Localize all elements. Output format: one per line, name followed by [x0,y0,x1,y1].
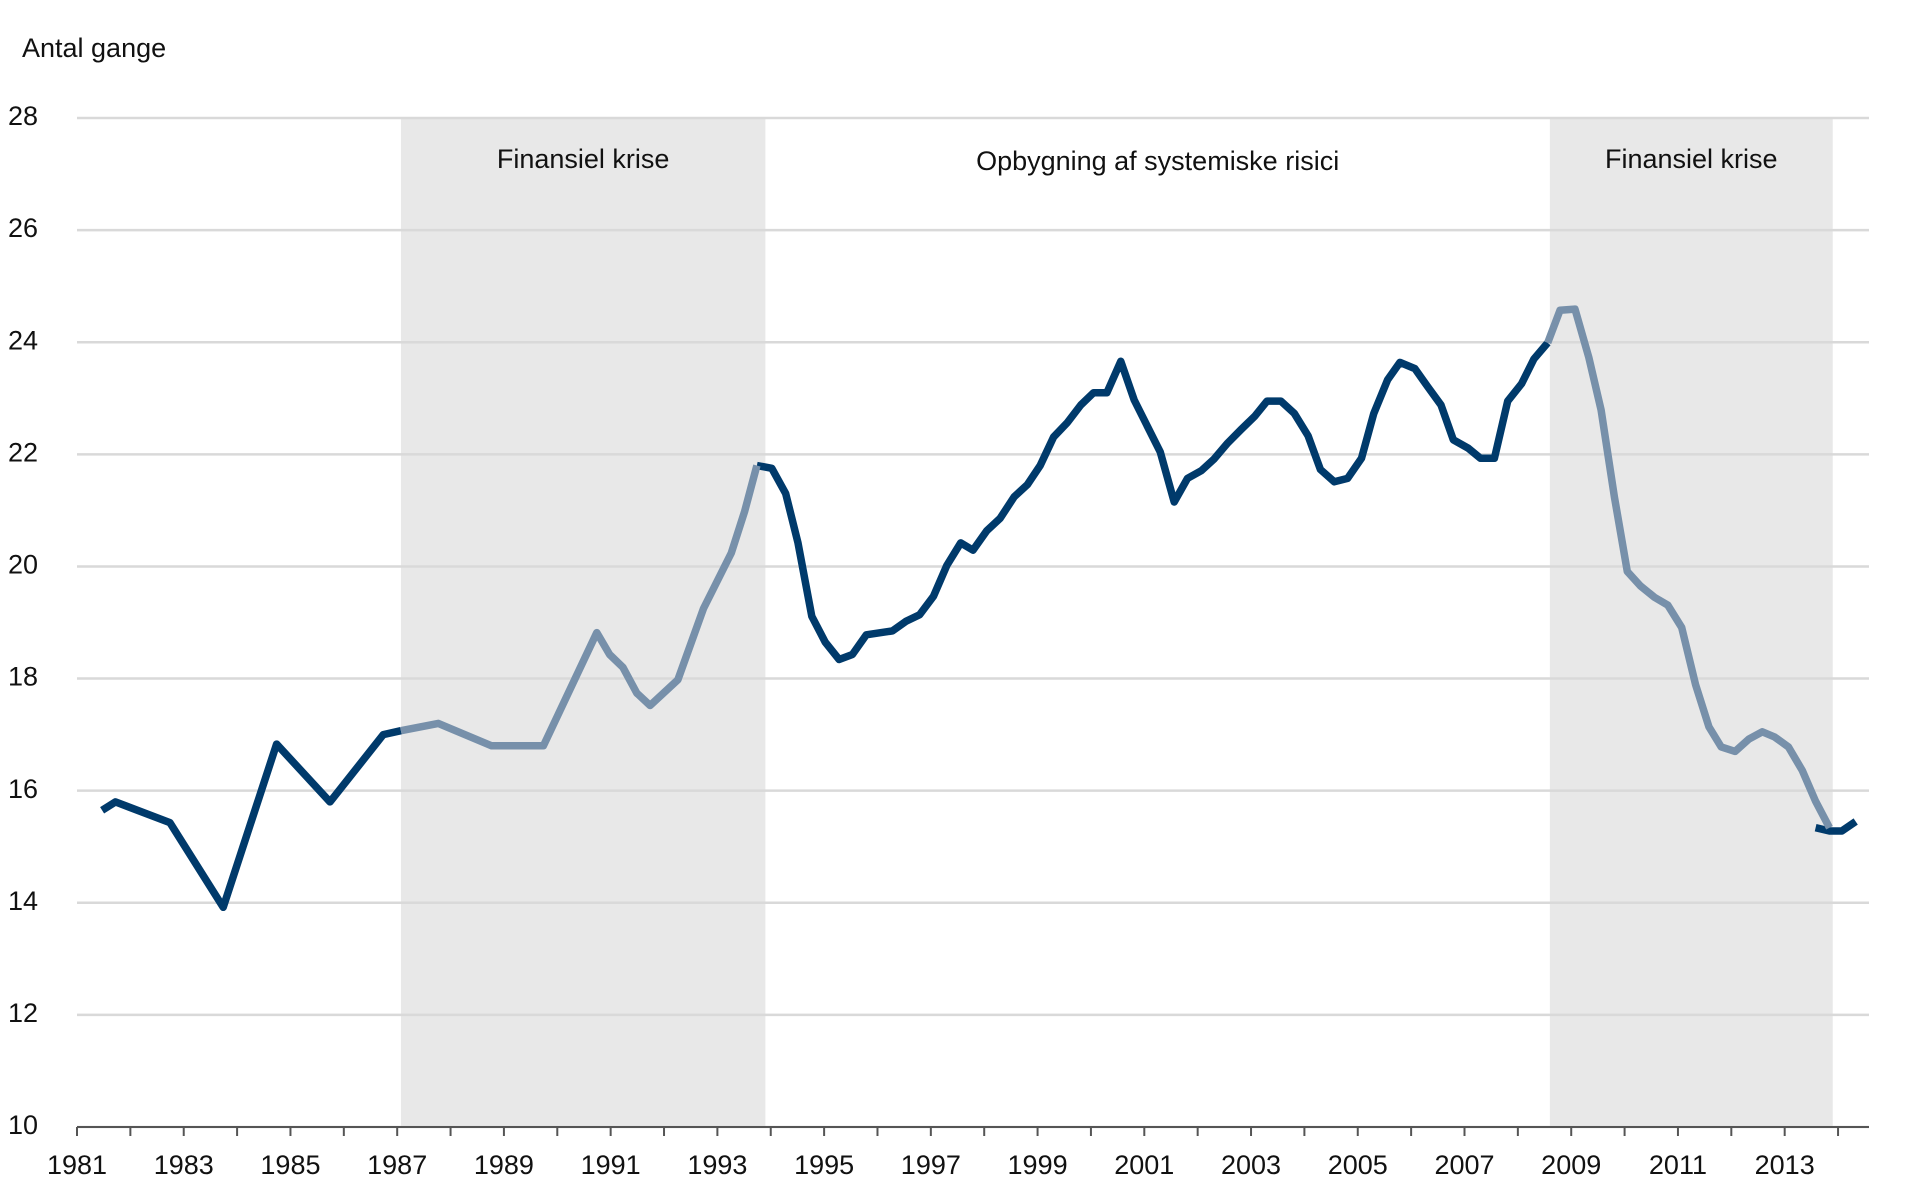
annotation: Opbygning af systemiske risici [976,146,1339,176]
y-tick-label: 12 [8,998,38,1028]
x-tick-label: 1989 [474,1150,534,1180]
y-tick-label: 24 [8,325,38,355]
shaded-region [400,118,766,1127]
x-tick-label: 1993 [687,1150,747,1180]
x-tick-label: 1985 [260,1150,320,1180]
region-label: Finansiel krise [497,144,670,174]
y-tick-label: 16 [8,774,38,804]
x-tick-label: 2011 [1649,1150,1707,1180]
x-tick-label: 2013 [1755,1150,1815,1180]
y-tick-label: 18 [8,662,38,692]
data-line [400,305,1833,830]
region-label: Finansiel krise [1605,144,1778,174]
y-tick-label: 26 [8,213,38,243]
y-axis-label: Antal gange [22,33,166,63]
x-tick-label: 2005 [1328,1150,1388,1180]
x-tick-label: 1983 [154,1150,214,1180]
x-tick-label: 1995 [794,1150,854,1180]
y-tick-label: 14 [8,886,38,916]
x-tick-label: 2003 [1221,1150,1281,1180]
y-tick-label: 10 [8,1110,38,1140]
y-tick-label: 22 [8,437,38,467]
x-tick-label: 2001 [1114,1150,1174,1180]
y-tick-label: 20 [8,550,38,580]
x-tick-label: 1981 [47,1150,107,1180]
x-tick-label: 2009 [1541,1150,1601,1180]
x-tick-label: 1991 [581,1150,641,1180]
shaded-region [1549,118,1833,1127]
x-tick-label: 1997 [901,1150,961,1180]
data-line [100,340,1858,912]
y-tick-label: 28 [8,101,38,131]
x-tick-label: 2007 [1434,1150,1494,1180]
x-tick-label: 1987 [367,1150,427,1180]
x-tick-label: 1999 [1008,1150,1068,1180]
